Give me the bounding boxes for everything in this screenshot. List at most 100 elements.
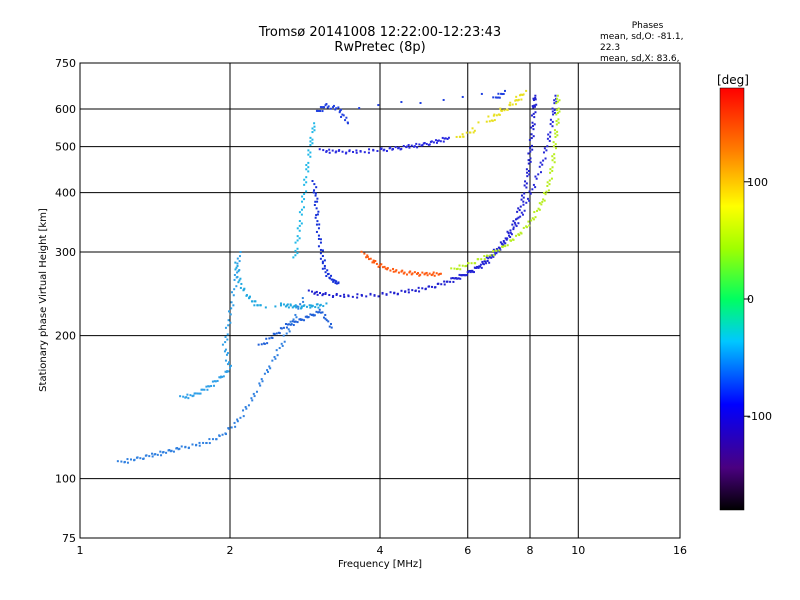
data-point bbox=[332, 279, 335, 282]
data-point bbox=[160, 454, 163, 457]
data-point bbox=[533, 211, 536, 214]
data-point bbox=[534, 175, 537, 178]
data-point bbox=[286, 323, 289, 326]
data-point bbox=[358, 107, 361, 110]
phase-stats-o: mean, sd,O: -81.1, 22.3 bbox=[600, 32, 684, 53]
data-point bbox=[303, 183, 306, 186]
data-point bbox=[534, 94, 537, 97]
data-point bbox=[309, 136, 312, 139]
data-point bbox=[230, 426, 233, 429]
data-point bbox=[384, 267, 387, 270]
data-point bbox=[317, 227, 320, 230]
data-point bbox=[432, 141, 435, 144]
data-point bbox=[453, 267, 456, 270]
data-point bbox=[359, 150, 362, 153]
data-point bbox=[335, 280, 338, 283]
data-point bbox=[236, 420, 239, 423]
data-point bbox=[303, 319, 306, 322]
data-point bbox=[238, 269, 241, 272]
x-tick-label: 1 bbox=[77, 544, 84, 557]
data-point bbox=[301, 297, 304, 300]
data-point bbox=[458, 273, 461, 276]
data-point bbox=[247, 404, 250, 407]
data-point bbox=[324, 293, 327, 296]
data-point bbox=[293, 320, 296, 323]
data-point bbox=[317, 210, 320, 213]
data-point bbox=[509, 229, 512, 232]
data-point bbox=[236, 257, 239, 260]
data-point bbox=[307, 289, 310, 292]
x-tick-label: 10 bbox=[571, 544, 585, 557]
data-point bbox=[266, 370, 269, 373]
data-point bbox=[298, 211, 301, 214]
grid-lines bbox=[79, 62, 681, 539]
data-point bbox=[528, 199, 531, 202]
data-point bbox=[319, 110, 322, 113]
data-point bbox=[315, 214, 318, 217]
data-point bbox=[383, 265, 386, 268]
data-point bbox=[551, 110, 554, 113]
data-point bbox=[321, 260, 324, 263]
y-tick-label: 400 bbox=[55, 187, 76, 200]
data-point bbox=[527, 162, 530, 165]
data-point bbox=[509, 101, 512, 104]
data-point bbox=[408, 146, 411, 149]
data-point bbox=[483, 260, 486, 263]
data-point bbox=[232, 294, 235, 297]
data-point bbox=[441, 136, 444, 139]
data-point bbox=[422, 142, 425, 145]
data-point bbox=[394, 146, 397, 149]
data-point bbox=[317, 234, 320, 237]
data-point bbox=[520, 98, 523, 101]
data-point bbox=[392, 267, 395, 270]
data-point bbox=[313, 125, 316, 128]
data-point bbox=[437, 139, 440, 142]
data-point bbox=[263, 372, 266, 375]
data-point bbox=[126, 461, 129, 464]
data-point bbox=[400, 289, 403, 292]
data-point bbox=[339, 110, 342, 113]
data-point bbox=[503, 89, 506, 92]
data-point bbox=[295, 316, 298, 319]
data-point bbox=[469, 271, 472, 274]
data-point bbox=[331, 278, 334, 281]
data-point bbox=[445, 280, 448, 283]
y-tick-label: 100 bbox=[55, 473, 76, 486]
data-point bbox=[319, 241, 322, 244]
data-point bbox=[148, 455, 151, 458]
data-point bbox=[200, 388, 203, 391]
data-point bbox=[234, 268, 237, 271]
data-point bbox=[547, 189, 550, 192]
data-point bbox=[327, 272, 330, 275]
data-point bbox=[226, 338, 229, 341]
data-point bbox=[328, 294, 331, 297]
data-point bbox=[516, 99, 519, 102]
data-point bbox=[528, 173, 531, 176]
data-point bbox=[344, 152, 347, 155]
data-point bbox=[531, 188, 534, 191]
data-point bbox=[305, 181, 308, 184]
data-point bbox=[227, 427, 230, 430]
data-point bbox=[377, 104, 380, 107]
x-tick-label: 16 bbox=[673, 544, 687, 557]
data-point bbox=[511, 238, 514, 241]
data-point bbox=[418, 274, 421, 277]
data-point bbox=[318, 223, 321, 226]
data-point bbox=[206, 388, 209, 391]
data-point bbox=[503, 244, 506, 247]
data-point bbox=[389, 291, 392, 294]
data-point bbox=[444, 137, 447, 140]
data-point bbox=[548, 139, 551, 142]
data-point bbox=[325, 275, 328, 278]
data-point bbox=[348, 150, 351, 153]
data-point bbox=[224, 370, 227, 373]
data-point bbox=[216, 379, 219, 382]
data-point bbox=[534, 216, 537, 219]
data-point bbox=[458, 135, 461, 138]
data-point bbox=[284, 322, 287, 325]
data-point bbox=[250, 397, 253, 400]
data-point bbox=[500, 92, 503, 95]
data-point bbox=[498, 96, 501, 99]
data-point bbox=[382, 149, 385, 152]
